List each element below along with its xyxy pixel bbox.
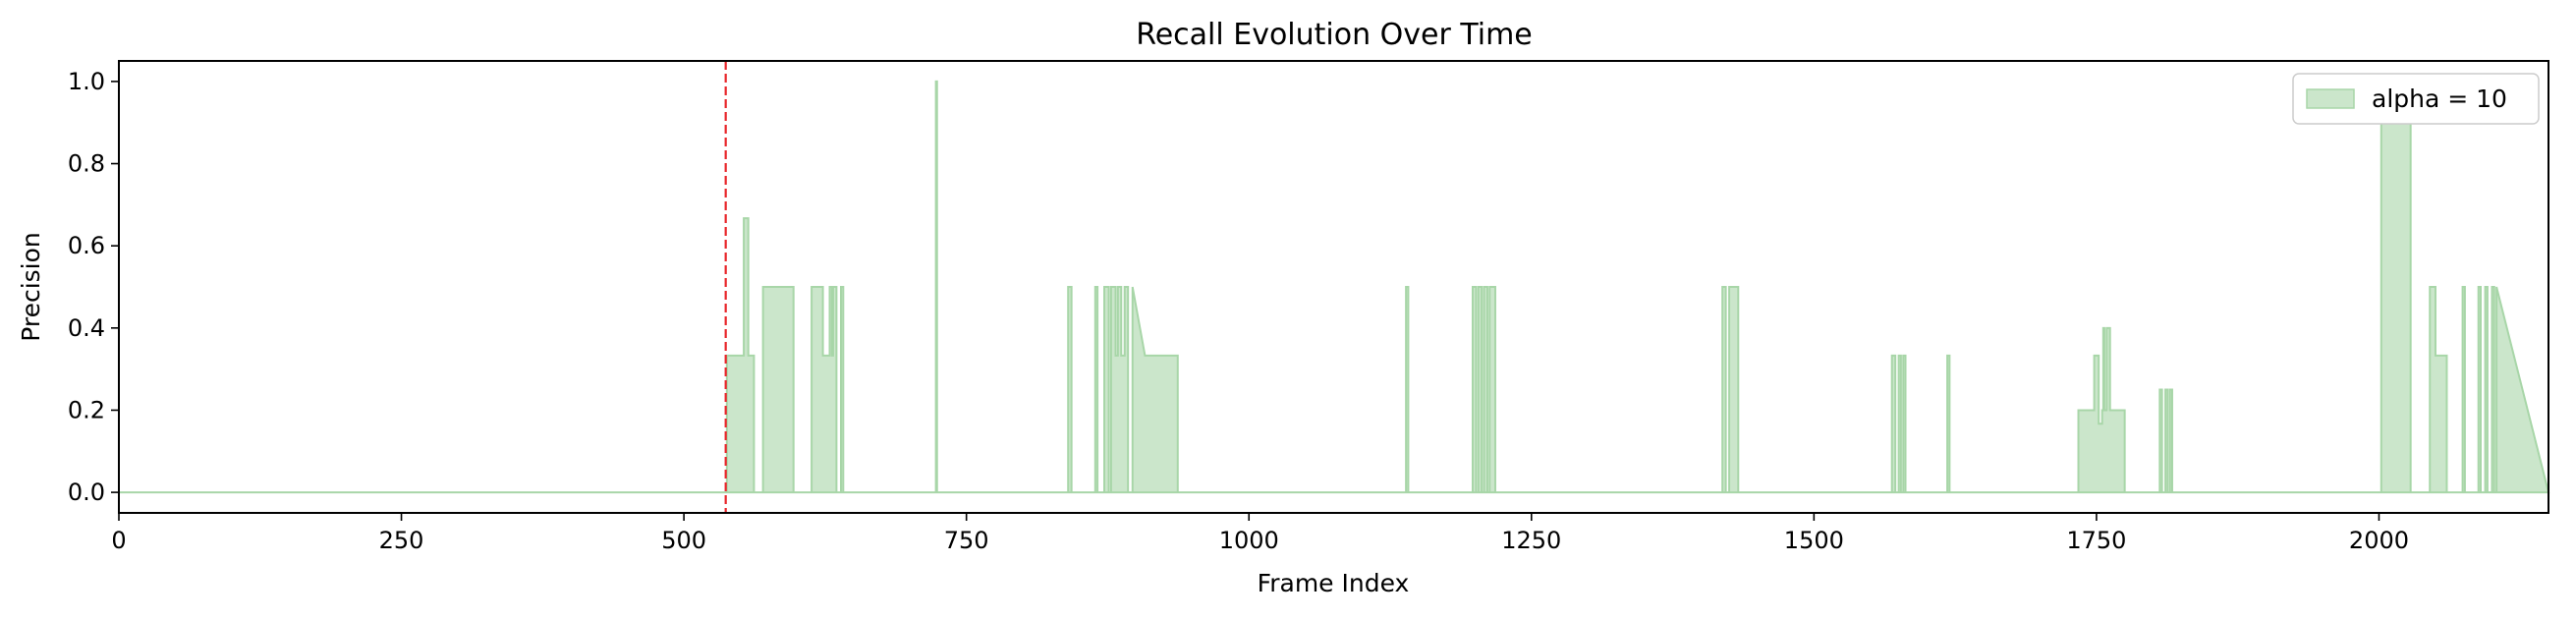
legend-label: alpha = 10 bbox=[2372, 85, 2507, 113]
y-tick-label: 0.2 bbox=[68, 396, 105, 423]
legend: alpha = 10 bbox=[2292, 73, 2540, 125]
x-tick-label: 500 bbox=[661, 527, 706, 554]
x-tick-label: 1250 bbox=[1501, 527, 1561, 554]
x-tick-label: 250 bbox=[379, 527, 424, 554]
legend-swatch bbox=[2306, 88, 2355, 109]
series-area-0 bbox=[119, 80, 2550, 494]
y-tick-label: 0.0 bbox=[68, 479, 105, 506]
y-tick-label: 0.4 bbox=[68, 314, 105, 342]
y-tick-label: 1.0 bbox=[68, 68, 105, 95]
chart-title: Recall Evolution Over Time bbox=[1136, 18, 1533, 52]
x-tick-label: 1750 bbox=[2066, 527, 2126, 554]
x-tick-label: 2000 bbox=[2349, 527, 2409, 554]
x-axis: 0 250 500 750 1000 1250 1500 1750 2000 bbox=[111, 513, 2409, 554]
y-axis-label: Precision bbox=[17, 232, 45, 342]
plot-area bbox=[119, 61, 2550, 513]
x-axis-label: Frame Index bbox=[1258, 569, 1410, 597]
legend-box bbox=[2292, 73, 2540, 125]
x-tick-label: 0 bbox=[111, 527, 126, 554]
plot-frame bbox=[118, 60, 2549, 514]
x-tick-label: 750 bbox=[944, 527, 989, 554]
y-axis: 0.0 0.2 0.4 0.6 0.8 1.0 bbox=[68, 68, 119, 506]
x-tick-label: 1500 bbox=[1784, 527, 1844, 554]
y-tick-label: 0.6 bbox=[68, 232, 105, 259]
x-tick-label: 1000 bbox=[1219, 527, 1279, 554]
y-tick-label: 0.8 bbox=[68, 150, 105, 178]
